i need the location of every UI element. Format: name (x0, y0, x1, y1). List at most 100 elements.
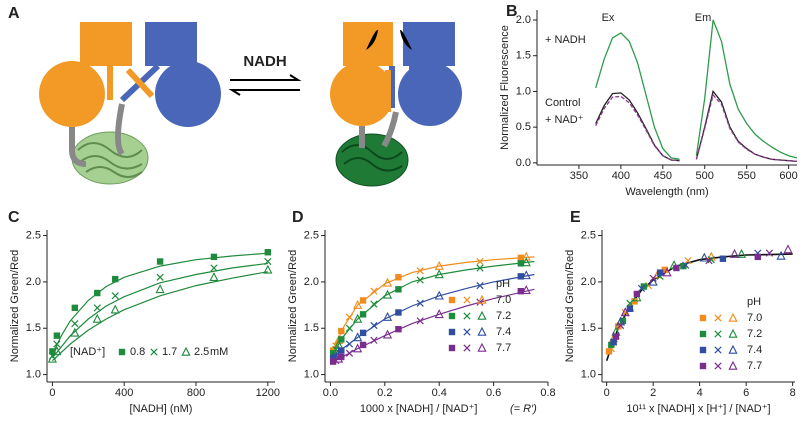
spectrum-line (595, 89, 798, 163)
marker-cross (71, 319, 79, 328)
legend-title: pH (747, 296, 761, 308)
marker-cross (705, 256, 713, 265)
y-tick-label: 2.5 (304, 229, 319, 241)
marker-triangle (521, 251, 531, 261)
marker-square (699, 346, 707, 354)
legend-label: 7.2 (747, 328, 762, 340)
rex-domain (80, 22, 132, 66)
rex-domain (398, 62, 462, 126)
rex-domain (145, 22, 197, 66)
marker-square (71, 304, 79, 312)
marker-square (395, 286, 402, 293)
marker-square (448, 296, 456, 304)
marker-cross (416, 267, 424, 275)
legend-label: 7.7 (747, 360, 762, 372)
y-axis-title: Normalized Green/Red (287, 250, 299, 363)
marker-cross (111, 292, 119, 300)
x-tick-label: 4 (697, 387, 703, 399)
marker-square (699, 330, 707, 338)
x-tick-label: 0.8 (540, 387, 555, 399)
marker-square (656, 269, 664, 276)
marker-square (615, 323, 622, 330)
marker-cross (370, 287, 378, 295)
panel-label: D (292, 209, 304, 226)
marker-cross (53, 340, 61, 348)
legend-title: pH (496, 278, 510, 290)
y-tick-label: 2.0 (26, 276, 41, 288)
marker-cross (707, 256, 715, 264)
x-tick-label: 450 (654, 170, 672, 182)
marker-cross (93, 304, 101, 312)
x-tick-label: 550 (737, 170, 755, 182)
marker-triangle (477, 310, 487, 320)
marker-square (661, 266, 668, 274)
y-axis-title: Normalized Green/Red (564, 250, 576, 363)
marker-square (719, 255, 727, 262)
x-tick-label: 600 (779, 170, 797, 182)
marker-triangle (728, 344, 738, 354)
marker-triangle (434, 269, 444, 279)
panel-label: C (8, 209, 20, 226)
marker-cross (476, 264, 484, 272)
linker (69, 103, 125, 167)
x-tick-label: 2 (650, 387, 656, 399)
marker-cross (345, 340, 354, 348)
gfp-strands (341, 144, 403, 172)
series-label: + NADH (545, 34, 586, 46)
marker-triangle (729, 248, 740, 258)
marker-cross (476, 257, 484, 266)
marker-triangle (521, 285, 531, 294)
marker-cross (463, 312, 471, 320)
marker-square (359, 311, 367, 318)
legend-label: 7.2 (496, 310, 511, 322)
y-axis-title: Normalized Fluorescence (499, 25, 511, 150)
marker-square (699, 362, 707, 370)
y-tick-label: 1.5 (581, 322, 596, 334)
x-tick-label: 0 (604, 387, 610, 399)
marker-triangle (662, 267, 672, 277)
x-tick-label: 500 (696, 170, 714, 182)
marker-triangle (353, 299, 363, 309)
marker-cross (765, 249, 774, 257)
x-tick-label: 800 (187, 387, 205, 399)
marker-square (612, 333, 620, 340)
marker-square (517, 254, 525, 262)
marker-square (680, 262, 687, 270)
legend-label: 2.5 (194, 346, 209, 358)
marker-triangle (620, 307, 630, 317)
x-tick-label: 8 (790, 387, 796, 399)
marker-cross (416, 276, 424, 284)
y-tick-label: 1.0 (516, 85, 531, 97)
y-tick-label: 1.0 (304, 368, 319, 380)
marker-cross (370, 321, 378, 330)
x-tick-label: 350 (570, 170, 588, 182)
y-tick-label: 1.5 (26, 322, 41, 334)
marker-triangle (333, 353, 344, 363)
marker-triangle (92, 313, 102, 323)
marker-cross (150, 348, 158, 356)
legend-label: 7.0 (747, 312, 762, 324)
marker-triangle (47, 353, 57, 363)
marker-cross (463, 328, 471, 336)
annotation: Em (695, 12, 712, 24)
marker-cross (649, 274, 657, 282)
marker-triangle (263, 264, 273, 274)
series-label: + NAD⁺ (545, 114, 584, 126)
marker-cross (264, 257, 272, 266)
marker-square (53, 332, 61, 339)
fit-line (51, 271, 268, 362)
marker-square (448, 328, 456, 336)
gfp-strands (77, 142, 143, 178)
y-tick-label: 2.5 (581, 229, 596, 241)
y-tick-label: 2.5 (26, 229, 41, 241)
marker-square (754, 253, 761, 261)
marker-square (395, 274, 402, 281)
marker-triangle (776, 250, 786, 260)
y-tick-label: 2.0 (516, 14, 531, 26)
marker-square (395, 325, 402, 333)
marker-square (699, 314, 707, 322)
marker-square (448, 312, 456, 320)
marker-square (338, 347, 345, 354)
helix (125, 67, 155, 99)
rex-domain (330, 62, 394, 126)
